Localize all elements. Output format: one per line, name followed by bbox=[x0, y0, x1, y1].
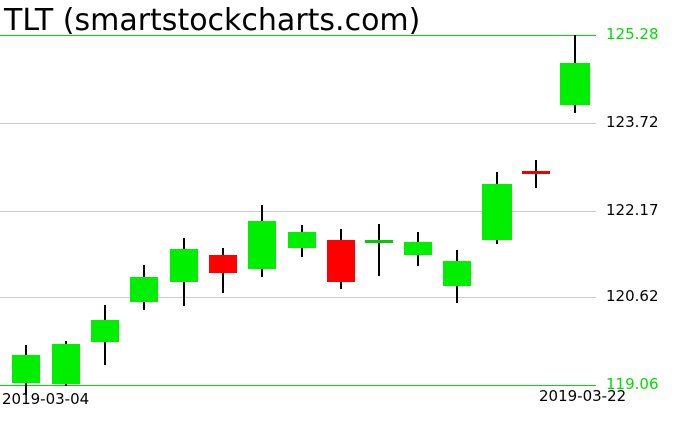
candle-body bbox=[288, 232, 316, 248]
candle-body bbox=[560, 63, 590, 105]
candle-12 bbox=[443, 0, 471, 431]
x-axis-label-start: 2019-03-04 bbox=[2, 390, 90, 408]
candle-5 bbox=[170, 0, 198, 431]
candle-7 bbox=[248, 0, 276, 431]
y-axis-label-upper: 125.28 bbox=[606, 25, 659, 43]
candle-1 bbox=[12, 0, 40, 431]
candle-body bbox=[170, 249, 198, 282]
candle-wick bbox=[535, 160, 537, 188]
candle-body bbox=[130, 277, 158, 302]
candle-10-doji bbox=[365, 0, 393, 431]
candle-body bbox=[482, 184, 512, 240]
candle-8 bbox=[288, 0, 316, 431]
gridline-120-62 bbox=[0, 297, 596, 298]
candle-body bbox=[443, 261, 471, 286]
candle-wick bbox=[378, 224, 380, 276]
y-axis-label-122-17: 122.17 bbox=[606, 201, 659, 219]
candle-body bbox=[522, 171, 550, 174]
candle-14-doji bbox=[522, 0, 550, 431]
gridline-lower-bound bbox=[0, 385, 596, 386]
candle-body bbox=[12, 355, 40, 383]
gridline-123-72 bbox=[0, 123, 596, 124]
page-title: TLT (smartstockcharts.com) bbox=[4, 3, 421, 38]
candle-9 bbox=[327, 0, 355, 431]
candle-4 bbox=[130, 0, 158, 431]
candle-body bbox=[91, 320, 119, 342]
gridline-122-17 bbox=[0, 211, 596, 212]
candle-body bbox=[365, 240, 393, 243]
gridline-upper-bound bbox=[0, 35, 596, 36]
candle-6 bbox=[209, 0, 237, 431]
candle-15 bbox=[560, 0, 590, 431]
y-axis-label-123-72: 123.72 bbox=[606, 113, 659, 131]
candle-3 bbox=[91, 0, 119, 431]
x-axis-label-end: 2019-03-22 bbox=[539, 387, 627, 405]
y-axis-label-120-62: 120.62 bbox=[606, 287, 659, 305]
candle-13 bbox=[482, 0, 512, 431]
y-axis-label-lower: 119.06 bbox=[606, 375, 659, 393]
candle-body bbox=[248, 221, 276, 269]
candle-body bbox=[327, 240, 355, 282]
candle-2 bbox=[52, 0, 80, 431]
candle-body bbox=[52, 344, 80, 384]
candle-11 bbox=[404, 0, 432, 431]
candle-body bbox=[209, 255, 237, 273]
candle-body bbox=[404, 242, 432, 255]
